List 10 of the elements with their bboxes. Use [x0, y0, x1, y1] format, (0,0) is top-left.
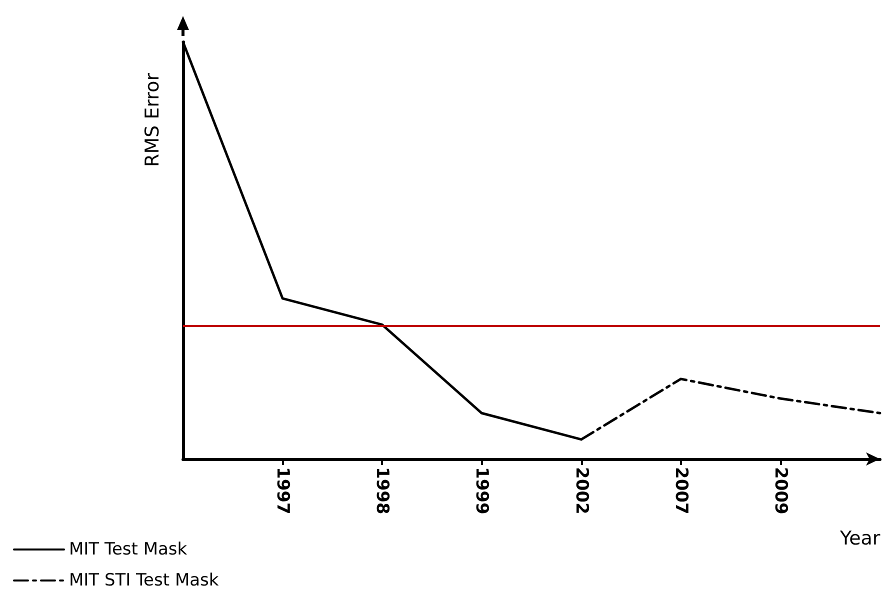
x-tick-label: 2007	[670, 467, 691, 514]
x-tick-label: 2002	[571, 467, 592, 514]
x-tick-label: 1998	[372, 467, 392, 514]
x-tick-label: 2009	[770, 467, 790, 514]
y-axis-title: RMS Error	[142, 72, 164, 167]
legend-label: MIT STI Test Mask	[69, 570, 219, 590]
x-tick-label: 1997	[272, 467, 293, 514]
legend-label: MIT Test Mask	[69, 540, 188, 560]
x-tick-label: 1999	[472, 467, 492, 514]
x-axis-title: Year	[839, 528, 880, 550]
